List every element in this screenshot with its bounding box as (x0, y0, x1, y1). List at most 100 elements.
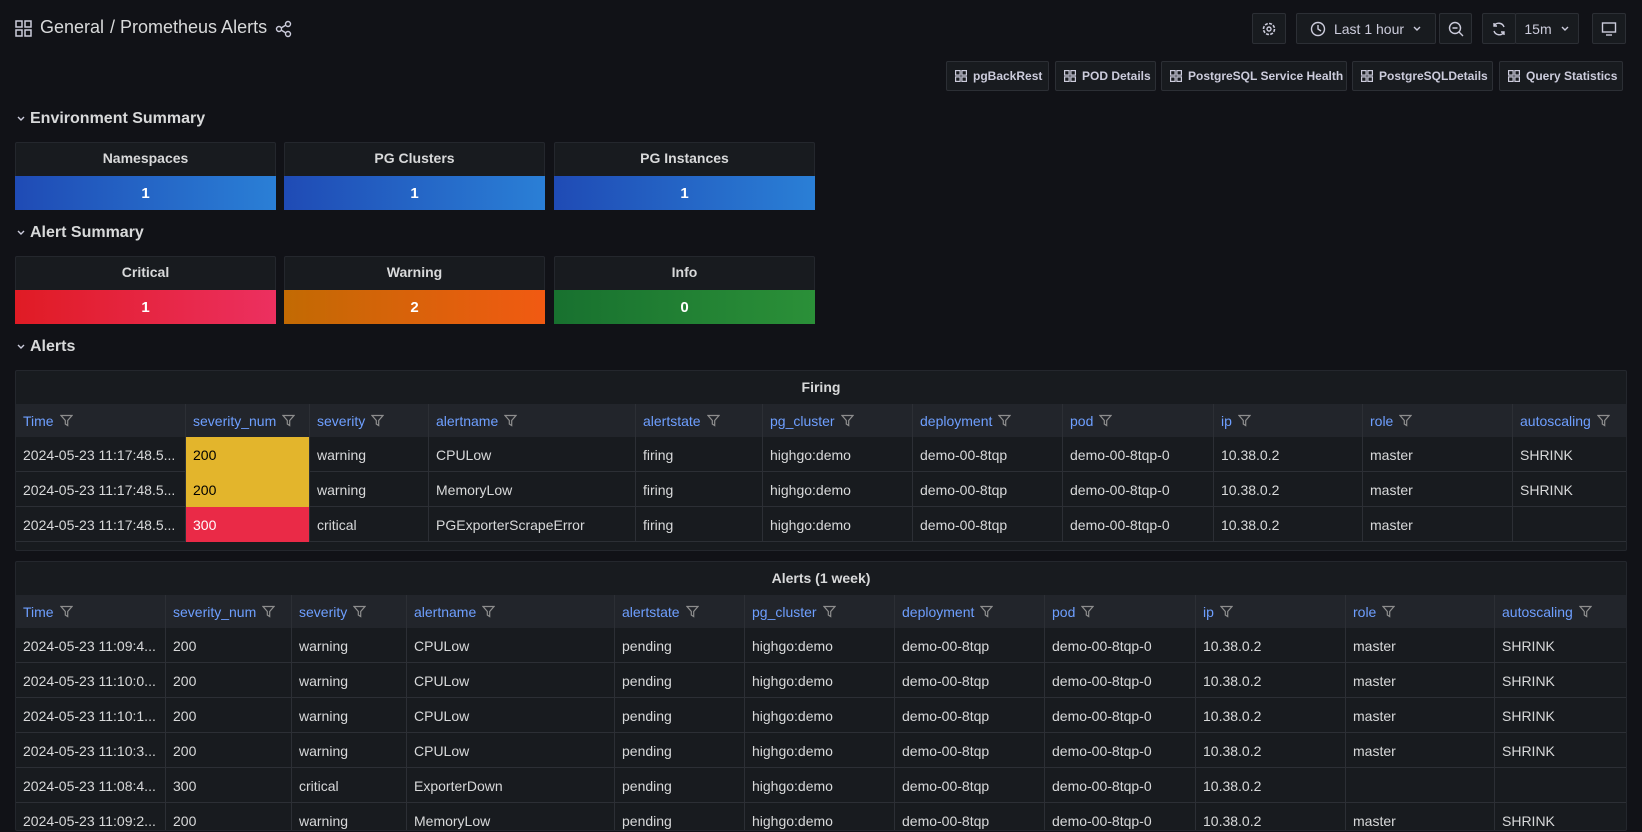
column-header[interactable]: Time (16, 404, 185, 437)
kiosk-button[interactable] (1592, 13, 1626, 44)
column-header[interactable]: pod (1062, 404, 1213, 437)
column-name[interactable]: alertname (436, 412, 499, 429)
time-picker[interactable]: Last 1 hour (1296, 13, 1436, 44)
column-name[interactable]: alertstate (643, 412, 701, 429)
column-name[interactable]: severity_num (193, 412, 277, 429)
column-name[interactable]: Time (23, 412, 54, 429)
panel-title: Alerts (1 week) (771, 570, 871, 586)
column-name[interactable]: severity_num (173, 603, 257, 620)
column-header[interactable]: severity_num (165, 595, 291, 628)
dashboard-link[interactable]: pgBackRest (946, 61, 1049, 91)
icon (371, 414, 385, 427)
table-cell: 10.38.0.2 (1213, 437, 1362, 472)
column-header[interactable]: Time (16, 595, 165, 628)
icon (1399, 414, 1413, 427)
zoom-out-button[interactable] (1439, 13, 1472, 44)
column-header[interactable]: deployment (912, 404, 1062, 437)
table-cell: 2024-05-23 11:17:48.5... (23, 516, 176, 533)
table-cell: PGExporterScrapeError (428, 507, 635, 542)
dashboard-link[interactable]: PostgreSQLDetails (1352, 61, 1493, 91)
table-cell: demo-00-8tqp (912, 437, 1062, 472)
stat-title: PG Clusters (374, 150, 455, 166)
table-cell (1494, 768, 1626, 803)
column-header[interactable]: deployment (894, 595, 1044, 628)
column-header[interactable]: alertstate (635, 404, 762, 437)
refresh-interval[interactable]: 15m (1515, 13, 1579, 44)
row-header[interactable]: Alert Summary (16, 222, 144, 244)
table-cell: 10.38.0.2 (1195, 628, 1345, 663)
stat-panel: Critical 1 (15, 256, 276, 324)
table-cell: master (1362, 437, 1512, 472)
column-name[interactable]: ip (1203, 603, 1214, 620)
row-header[interactable]: Environment Summary (16, 108, 205, 130)
column-name[interactable]: autoscaling (1502, 603, 1573, 620)
icon (504, 414, 518, 427)
row-title[interactable]: Alert Summary (30, 224, 144, 241)
dashboard-link[interactable]: Query Statistics (1499, 61, 1623, 91)
link-label[interactable]: Query Statistics (1526, 69, 1618, 83)
breadcrumb-folder[interactable]: General (40, 17, 105, 37)
column-name[interactable]: pg_cluster (770, 412, 835, 429)
table-cell: 10.38.0.2 (1213, 507, 1362, 542)
column-name[interactable]: role (1370, 412, 1394, 429)
column-name[interactable]: pg_cluster (752, 603, 817, 620)
column-header[interactable]: pg_cluster (762, 404, 912, 437)
table-cell: demo-00-8tqp-0 (1044, 768, 1195, 803)
refresh-value[interactable]: 15m (1524, 20, 1552, 37)
column-header[interactable]: severity (291, 595, 406, 628)
table-row (16, 768, 1626, 803)
column-header[interactable]: role (1362, 404, 1512, 437)
link-label[interactable]: PostgreSQL Service Health (1188, 69, 1344, 83)
link-label[interactable]: pgBackRest (973, 69, 1043, 83)
column-name[interactable]: Time (23, 603, 54, 620)
icon (1361, 70, 1373, 82)
settings-button[interactable] (1252, 13, 1286, 44)
time-range[interactable]: Last 1 hour (1333, 20, 1405, 37)
share-icon[interactable] (275, 20, 293, 38)
table-cell: firing (635, 472, 762, 507)
table-cell: master (1362, 507, 1512, 542)
table-cell: 10.38.0.2 (1213, 472, 1362, 507)
column-header[interactable]: autoscaling (1512, 404, 1626, 437)
column-header[interactable]: alertname (428, 404, 635, 437)
column-name[interactable]: ip (1221, 412, 1232, 429)
column-header[interactable]: role (1345, 595, 1494, 628)
column-name[interactable]: severity (299, 603, 348, 620)
link-label[interactable]: PostgreSQLDetails (1379, 69, 1488, 83)
column-name[interactable]: deployment (902, 603, 975, 620)
column-header[interactable]: alertstate (614, 595, 744, 628)
stat-panel: Info 0 (554, 256, 815, 324)
table-cell: 10.38.0.2 (1195, 663, 1345, 698)
column-header[interactable]: alertname (406, 595, 614, 628)
column-name[interactable]: pod (1070, 412, 1094, 429)
column-name[interactable]: role (1353, 603, 1377, 620)
column-header[interactable]: ip (1213, 404, 1362, 437)
column-header[interactable]: autoscaling (1494, 595, 1626, 628)
column-name[interactable]: alertstate (622, 603, 680, 620)
column-header[interactable]: severity (309, 404, 428, 437)
icon (16, 342, 26, 352)
column-name[interactable]: severity (317, 412, 366, 429)
table-cell: demo-00-8tqp-0 (1044, 803, 1195, 830)
column-header[interactable]: pg_cluster (744, 595, 894, 628)
column-name[interactable]: autoscaling (1520, 412, 1591, 429)
row-header[interactable]: Alerts (16, 336, 75, 358)
table-cell: master (1345, 733, 1494, 768)
dashboard-link[interactable]: PostgreSQL Service Health (1161, 61, 1347, 91)
row-title[interactable]: Alerts (30, 338, 76, 355)
link-label[interactable]: POD Details (1082, 69, 1151, 83)
table-row (16, 698, 1626, 733)
column-name[interactable]: deployment (920, 412, 993, 429)
column-header[interactable]: severity_num (185, 404, 309, 437)
column-header[interactable]: pod (1044, 595, 1195, 628)
table-cell: SHRINK (1494, 733, 1626, 768)
column-name[interactable]: pod (1052, 603, 1076, 620)
column-name[interactable]: alertname (414, 603, 477, 620)
row-title[interactable]: Environment Summary (30, 110, 206, 127)
refresh-button[interactable] (1482, 13, 1516, 44)
table-row (16, 472, 1626, 507)
apps-icon[interactable] (15, 20, 33, 38)
table-cell: firing (635, 437, 762, 472)
dashboard-link[interactable]: POD Details (1055, 61, 1156, 91)
column-header[interactable]: ip (1195, 595, 1345, 628)
